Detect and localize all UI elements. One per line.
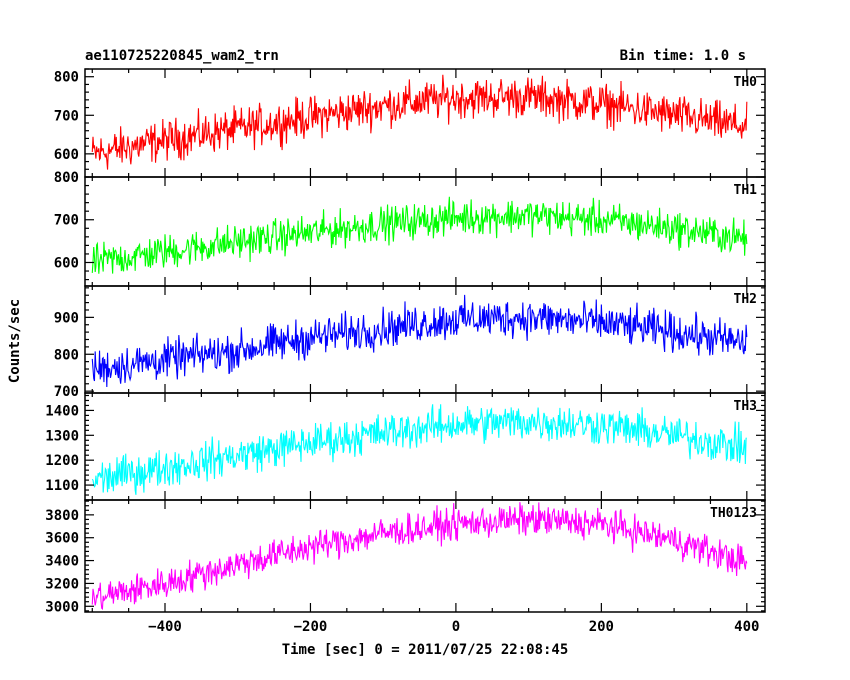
x-tick-label: 400 — [734, 619, 759, 635]
panel-th2: 700 800 900 TH2 — [54, 285, 766, 400]
panel-label-th2: TH2 — [734, 292, 757, 307]
y-tick-label: 800 — [54, 70, 79, 86]
panels-group: 600 700 800 TH0 600 700 800 TH1 700 800 900 TH2 1100… — [45, 68, 766, 615]
y-tick-label: 3200 — [45, 576, 79, 592]
x-tick-label: 0 — [452, 619, 460, 635]
chart-title: ae110725220845_wam2_trn — [85, 48, 279, 64]
y-tick-label: 3800 — [45, 508, 79, 524]
panel-label-th3: TH3 — [734, 399, 757, 414]
panel-th3: 1100 1200 1300 1400 TH3 — [45, 392, 766, 501]
y-tick-label: 1200 — [45, 453, 79, 469]
series-line-th2 — [91, 294, 748, 388]
y-tick-label: 1300 — [45, 428, 79, 444]
panel-frame — [84, 68, 766, 178]
y-tick-label: 1100 — [45, 478, 79, 494]
y-tick-label: 900 — [54, 310, 79, 326]
y-tick-label: 800 — [54, 170, 79, 186]
panel-frame — [84, 392, 766, 501]
x-tick-label: −400 — [148, 619, 182, 635]
x-axis: −400 −200 0 200 400 — [148, 619, 759, 635]
panel-label-th0: TH0 — [734, 75, 758, 90]
series-line-th0 — [91, 74, 748, 170]
panel-label-th0123: TH0123 — [710, 506, 757, 521]
panel-th1: 600 700 800 TH1 — [54, 170, 766, 287]
bin-time-label: Bin time: 1.0 s — [620, 48, 746, 64]
y-tick-label: 700 — [54, 108, 79, 124]
y-axis-label: Counts/sec — [7, 299, 23, 383]
x-tick-label: 200 — [589, 619, 614, 635]
y-tick-label: 800 — [54, 347, 79, 363]
series-line-th1 — [91, 196, 748, 274]
panel-label-th1: TH1 — [734, 183, 758, 198]
y-tick-label: 700 — [54, 384, 79, 400]
y-tick-label: 3000 — [45, 599, 79, 615]
panel-frame — [84, 499, 766, 613]
y-tick-label: 1400 — [45, 403, 79, 419]
panel-th0: 600 700 800 TH0 — [54, 68, 766, 178]
y-tick-label: 600 — [54, 147, 79, 163]
series-line-th3 — [91, 404, 747, 495]
series-line-th0123 — [91, 502, 748, 611]
y-tick-label: 600 — [54, 255, 79, 271]
x-tick-label: −200 — [294, 619, 328, 635]
y-tick-label: 3400 — [45, 554, 79, 570]
x-axis-label: Time [sec] 0 = 2011/07/25 22:08:45 — [282, 642, 569, 658]
y-tick-label: 700 — [54, 213, 79, 229]
panel-th0123: 3000 3200 3400 3600 3800 TH0123 — [45, 499, 766, 615]
y-tick-label: 3600 — [45, 531, 79, 547]
panel-frame — [84, 285, 766, 394]
